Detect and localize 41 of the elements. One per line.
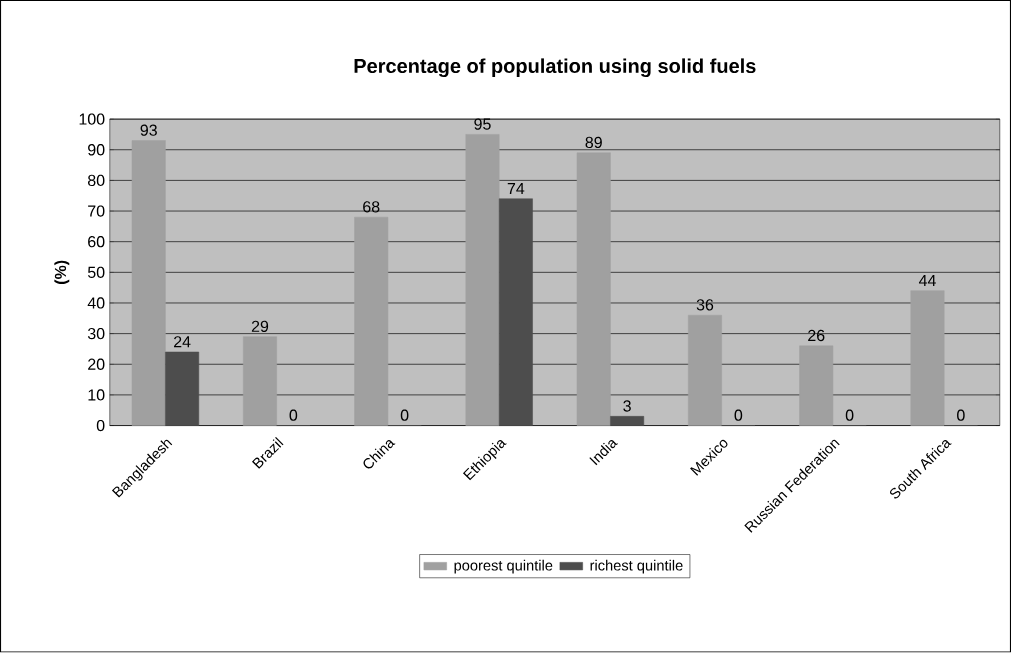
y-tick-label: 80 xyxy=(87,174,105,187)
bar xyxy=(243,336,277,427)
y-tick-label: 20 xyxy=(88,358,105,371)
y-tick-label: 60 xyxy=(88,236,105,248)
data-label: 68 xyxy=(363,201,380,213)
bar xyxy=(610,416,645,427)
data-label: 89 xyxy=(585,137,602,149)
y-tick-label: 70 xyxy=(88,205,105,217)
bar xyxy=(576,152,611,427)
y-axis-title: (%) xyxy=(54,260,70,285)
legend-label: richest quintile xyxy=(590,560,683,574)
bar xyxy=(131,140,166,427)
y-tick-label: 0 xyxy=(96,420,105,432)
data-label: 95 xyxy=(474,118,491,130)
data-label: 74 xyxy=(507,183,525,195)
bar xyxy=(910,290,945,427)
data-label: 0 xyxy=(400,409,409,422)
data-label: 44 xyxy=(918,275,936,287)
y-tick-label: 100 xyxy=(79,113,105,125)
bar xyxy=(165,351,200,427)
y-tick-label: 90 xyxy=(88,144,105,156)
data-label: 0 xyxy=(957,409,965,422)
data-label: 29 xyxy=(251,320,269,333)
y-tick-label: 40 xyxy=(87,297,105,309)
data-label: 93 xyxy=(140,124,157,137)
bar xyxy=(354,217,389,427)
bar xyxy=(799,345,834,427)
y-tick-label: 50 xyxy=(87,266,105,279)
bar xyxy=(465,134,500,427)
bar xyxy=(688,315,722,427)
bar xyxy=(498,198,533,427)
chart-title: Percentage of population using solid fuels xyxy=(354,58,756,78)
legend-label: poorest quintile xyxy=(454,560,553,574)
data-label: 0 xyxy=(734,409,743,422)
data-label: 24 xyxy=(174,336,191,348)
data-label: 3 xyxy=(623,400,631,412)
y-tick-label: 10 xyxy=(88,389,105,401)
y-tick-label: 30 xyxy=(87,328,105,340)
data-label: 36 xyxy=(696,299,714,311)
data-label: 0 xyxy=(845,409,854,422)
data-label: 0 xyxy=(289,409,298,422)
